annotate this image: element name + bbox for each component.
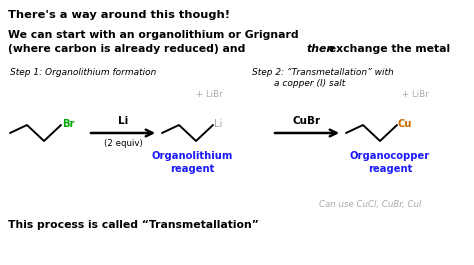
Text: We can start with an organolithium or Grignard: We can start with an organolithium or Gr…: [8, 30, 299, 40]
Text: Step 1: Organolithium formation: Step 1: Organolithium formation: [10, 68, 156, 77]
Text: Organolithium
reagent: Organolithium reagent: [151, 151, 233, 174]
Text: This process is called “Transmetallation”: This process is called “Transmetallation…: [8, 220, 259, 230]
Text: (where carbon is already reduced) and: (where carbon is already reduced) and: [8, 44, 249, 54]
Text: + LiBr: + LiBr: [196, 90, 223, 99]
Text: There's a way around this though!: There's a way around this though!: [8, 10, 230, 20]
Text: Br: Br: [62, 119, 74, 129]
Text: Step 2: “Transmetallation” with: Step 2: “Transmetallation” with: [252, 68, 394, 77]
Text: then: then: [307, 44, 335, 54]
Text: Li: Li: [118, 116, 128, 126]
Text: (2 equiv): (2 equiv): [104, 139, 142, 148]
Text: Can use CuCl, CuBr, CuI: Can use CuCl, CuBr, CuI: [319, 200, 421, 209]
Text: Li: Li: [214, 119, 222, 129]
Text: Organocopper
reagent: Organocopper reagent: [350, 151, 430, 174]
Text: a copper (I) salt: a copper (I) salt: [274, 79, 345, 88]
Text: CuBr: CuBr: [293, 116, 321, 126]
Text: exchange the metal: exchange the metal: [325, 44, 450, 54]
Text: + LiBr: + LiBr: [402, 90, 428, 99]
Text: Cu: Cu: [398, 119, 412, 129]
